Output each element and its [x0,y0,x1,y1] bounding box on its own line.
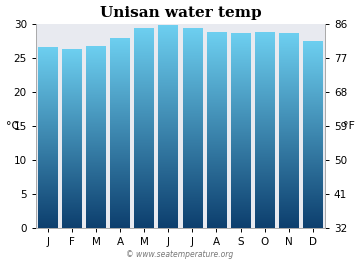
Text: © www.seatemperature.org: © www.seatemperature.org [126,250,234,259]
Y-axis label: °F: °F [343,121,355,131]
Y-axis label: °C: °C [5,121,19,131]
Title: Unisan water temp: Unisan water temp [99,5,261,19]
